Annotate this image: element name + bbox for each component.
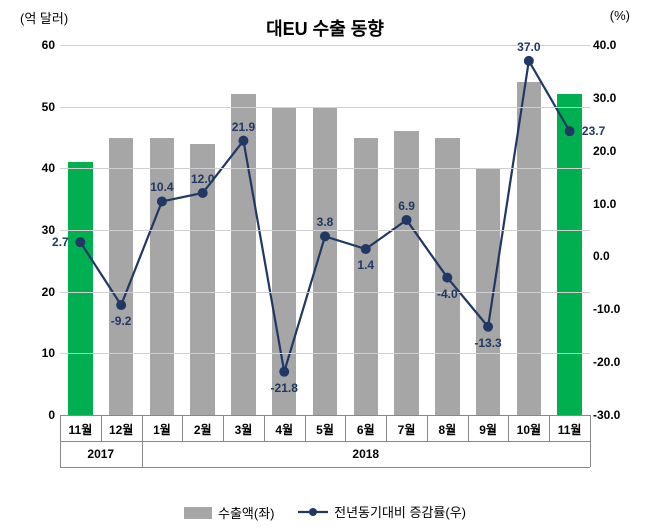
data-label: 23.7 xyxy=(582,124,605,138)
line-marker xyxy=(198,188,208,198)
x-tick: 10월 xyxy=(517,421,541,438)
x-tick: 2월 xyxy=(194,421,212,438)
axis-border xyxy=(305,415,306,441)
chart-container: (억 달러) 대EU 수출 동향 (%) 0102030405060-30.0-… xyxy=(0,0,650,530)
legend-line-swatch xyxy=(298,505,328,519)
axis-border xyxy=(590,441,591,467)
data-label: 10.4 xyxy=(150,180,173,194)
chart-title: 대EU 수출 동향 xyxy=(10,15,640,41)
line-marker xyxy=(524,56,534,66)
axis-border xyxy=(182,415,183,441)
grid-line xyxy=(60,353,590,354)
data-label: 3.8 xyxy=(317,215,334,229)
axis-border xyxy=(427,415,428,441)
line-marker xyxy=(116,300,126,310)
y-tick-left: 20 xyxy=(30,285,55,299)
axis-border xyxy=(60,441,61,467)
x-axis: 11월 12월 1월 2월 3월 4월 5월 6월 7월 8월 9월 10월 11월 2017 2018 xyxy=(60,415,590,470)
x-tick: 9월 xyxy=(479,421,497,438)
axis-border xyxy=(60,415,590,416)
legend-item-bar: 수출액(좌) xyxy=(184,503,275,522)
axis-border xyxy=(142,415,143,441)
x-tick: 7월 xyxy=(398,421,416,438)
axis-border xyxy=(142,441,143,467)
data-label: 6.9 xyxy=(398,199,415,213)
axis-border xyxy=(386,415,387,441)
data-label: 12.0 xyxy=(191,172,214,186)
line-marker xyxy=(238,136,248,146)
line-marker xyxy=(279,367,289,377)
axis-border xyxy=(549,415,550,441)
axis-border xyxy=(60,415,61,441)
x-year-label: 2017 xyxy=(87,447,114,461)
x-tick: 3월 xyxy=(235,421,253,438)
y-tick-left: 60 xyxy=(30,38,55,52)
x-year-label: 2018 xyxy=(352,447,379,461)
y-tick-right: -20.0 xyxy=(593,355,628,369)
y-tick-left: 10 xyxy=(30,346,55,360)
line-marker xyxy=(483,322,493,332)
data-label: 2.7 xyxy=(52,235,69,249)
line-marker xyxy=(75,237,85,247)
line-marker xyxy=(565,126,575,136)
x-tick: 1월 xyxy=(153,421,171,438)
axis-border xyxy=(508,415,509,441)
grid-line xyxy=(60,107,590,108)
axis-border xyxy=(223,415,224,441)
axis-border xyxy=(590,415,591,441)
data-label: -4.0 xyxy=(437,287,458,301)
axis-border xyxy=(60,441,590,442)
y-tick-right: -10.0 xyxy=(593,302,628,316)
line-marker xyxy=(361,244,371,254)
axis-border xyxy=(60,467,590,468)
plot-area: 0102030405060-30.0-20.0-10.00.010.020.03… xyxy=(60,45,590,415)
grid-line xyxy=(60,292,590,293)
legend-bar-label: 수출액(좌) xyxy=(218,503,275,522)
y-axis-right-label: (%) xyxy=(610,8,630,23)
x-tick: 8월 xyxy=(438,421,456,438)
data-label: -21.8 xyxy=(271,381,298,395)
y-tick-left: 0 xyxy=(30,408,55,422)
grid-line xyxy=(60,230,590,231)
x-tick: 11월 xyxy=(69,421,93,438)
data-label: 21.9 xyxy=(232,120,255,134)
y-tick-left: 50 xyxy=(30,100,55,114)
legend-item-line: 전년동기대비 증감률(우) xyxy=(298,502,466,521)
legend-bar-swatch xyxy=(184,507,212,519)
y-tick-right: 40.0 xyxy=(593,38,628,52)
axis-border xyxy=(264,415,265,441)
axis-border xyxy=(468,415,469,441)
line-marker xyxy=(320,231,330,241)
line-marker xyxy=(157,196,167,206)
x-tick: 6월 xyxy=(357,421,375,438)
x-tick: 11월 xyxy=(558,421,582,438)
x-tick: 5월 xyxy=(316,421,334,438)
data-label: -13.3 xyxy=(474,336,501,350)
y-tick-right: 20.0 xyxy=(593,144,628,158)
axis-border xyxy=(101,415,102,441)
data-label: 37.0 xyxy=(517,40,540,54)
line-marker xyxy=(442,273,452,283)
y-tick-right: -30.0 xyxy=(593,408,628,422)
line-marker xyxy=(402,215,412,225)
y-tick-right: 0.0 xyxy=(593,249,628,263)
data-label: 1.4 xyxy=(357,258,374,272)
legend-line-label: 전년동기대비 증감률(우) xyxy=(334,502,466,521)
legend: 수출액(좌) 전년동기대비 증감률(우) xyxy=(0,502,650,522)
y-tick-right: 30.0 xyxy=(593,91,628,105)
x-tick: 4월 xyxy=(275,421,293,438)
axis-border xyxy=(345,415,346,441)
grid-line xyxy=(60,168,590,169)
x-tick: 12월 xyxy=(109,421,133,438)
y-tick-left: 40 xyxy=(30,161,55,175)
grid-line xyxy=(60,45,590,46)
data-label: -9.2 xyxy=(111,314,132,328)
y-tick-right: 10.0 xyxy=(593,197,628,211)
y-axis-left-label: (억 달러) xyxy=(20,8,68,27)
